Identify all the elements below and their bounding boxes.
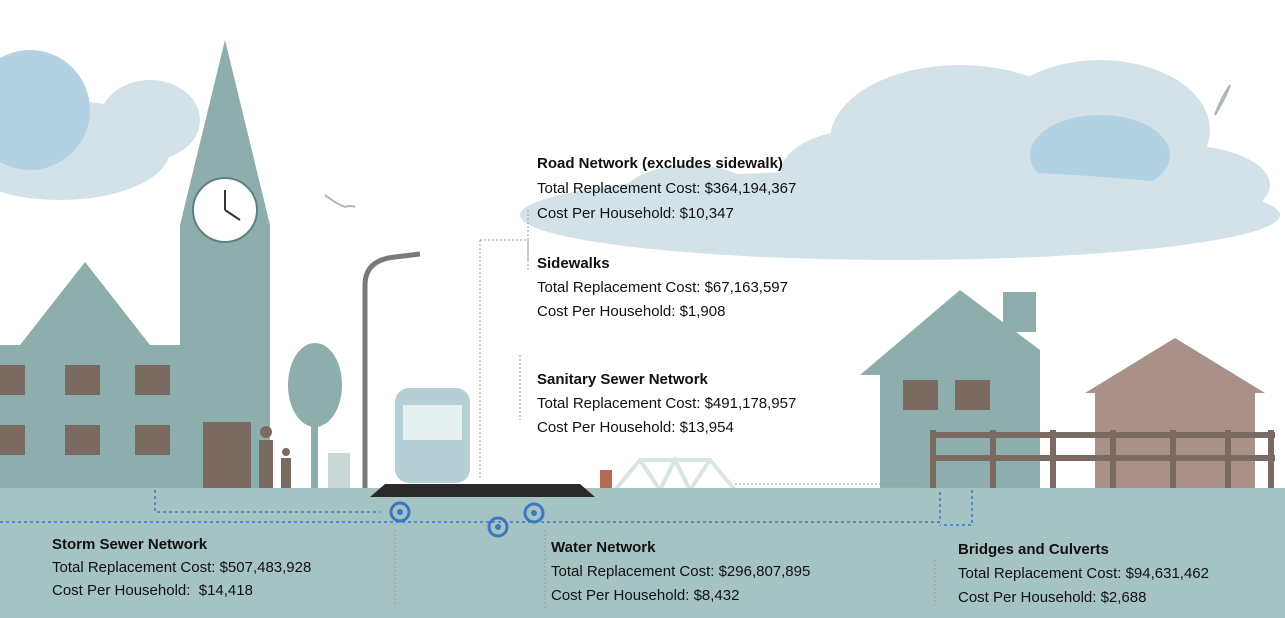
asset-detail: Total Replacement Cost: $94,631,462 <box>958 565 1209 582</box>
road <box>370 484 595 497</box>
asset-name: Storm Sewer Network <box>52 536 208 553</box>
asset-name: Road Network (excludes sidewalk) <box>537 155 783 172</box>
asset-name: Water Network <box>551 539 656 556</box>
asset-name: Sidewalks <box>537 255 610 272</box>
asset-detail: Cost Per Household: $10,347 <box>537 205 734 222</box>
asset-detail: Total Replacement Cost: $67,163,597 <box>537 279 788 296</box>
asset-detail: Total Replacement Cost: $364,194,367 <box>537 180 796 197</box>
infographic: Road Network (excludes sidewalk) Total Re… <box>0 0 1285 618</box>
asset-detail: Cost Per Household: $8,432 <box>551 587 739 604</box>
asset-detail: Total Replacement Cost: $507,483,928 <box>52 559 311 576</box>
asset-detail: Total Replacement Cost: $491,178,957 <box>537 395 796 412</box>
asset-detail: Total Replacement Cost: $296,807,895 <box>551 563 810 580</box>
asset-detail: Cost Per Household: $13,954 <box>537 419 734 436</box>
asset-name: Sanitary Sewer Network <box>537 371 709 388</box>
asset-detail: Cost Per Household: $2,688 <box>958 589 1146 606</box>
asset-name: Bridges and Culverts <box>958 541 1109 558</box>
asset-detail: Cost Per Household: $14,418 <box>52 582 253 599</box>
asset-detail: Cost Per Household: $1,908 <box>537 303 725 320</box>
